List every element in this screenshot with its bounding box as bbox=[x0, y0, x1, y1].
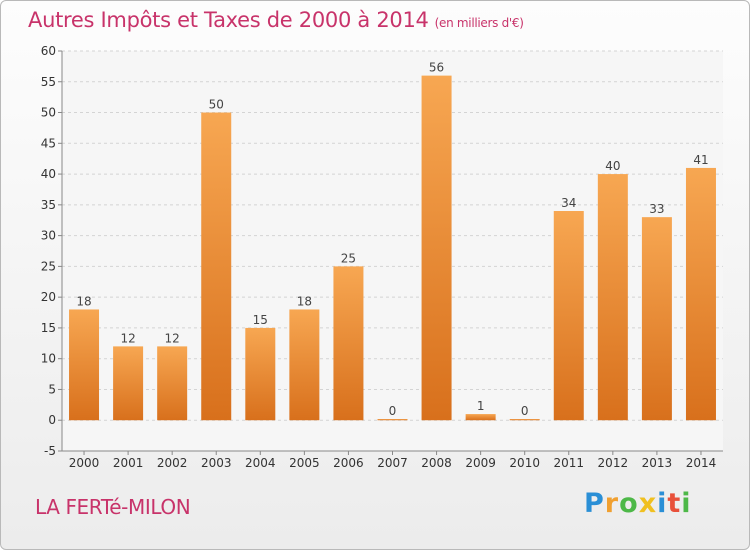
bar bbox=[377, 419, 408, 421]
bar bbox=[641, 217, 672, 421]
y-tick-label: 25 bbox=[41, 259, 56, 273]
y-tick-label: 45 bbox=[41, 136, 56, 150]
chart-unit: (en milliers d'€) bbox=[434, 16, 524, 30]
x-tick-label: 2006 bbox=[333, 456, 364, 470]
bar-value-label: 50 bbox=[209, 98, 224, 112]
bar-value-label: 12 bbox=[165, 331, 180, 345]
x-tick-label: 2011 bbox=[553, 456, 584, 470]
bar-value-label: 25 bbox=[341, 251, 356, 265]
logo-letter: t bbox=[667, 488, 682, 519]
x-tick-label: 2001 bbox=[113, 456, 144, 470]
bar bbox=[157, 346, 188, 421]
bar bbox=[685, 167, 716, 421]
x-tick-label: 2002 bbox=[157, 456, 188, 470]
logo-letter: P bbox=[584, 488, 605, 519]
bar-value-label: 56 bbox=[429, 61, 444, 75]
bar-value-label: 1 bbox=[477, 399, 485, 413]
bar-value-label: 15 bbox=[253, 313, 268, 327]
y-tick-label: 35 bbox=[41, 198, 56, 212]
proxiti-logo: Proxiti bbox=[584, 488, 692, 519]
bar bbox=[553, 211, 584, 421]
logo-letter: i bbox=[657, 488, 668, 519]
x-tick-label: 2014 bbox=[686, 456, 717, 470]
bar-value-label: 0 bbox=[521, 404, 529, 418]
x-tick-label: 2009 bbox=[465, 456, 496, 470]
y-tick-label: 0 bbox=[48, 413, 56, 427]
x-tick-label: 2013 bbox=[642, 456, 673, 470]
commune-name: LA FERTé-MILON bbox=[35, 495, 191, 519]
bar bbox=[333, 266, 364, 421]
bar bbox=[113, 346, 144, 421]
y-tick-label: 15 bbox=[41, 321, 56, 335]
bar-value-label: 33 bbox=[649, 202, 664, 216]
x-tick-label: 2008 bbox=[421, 456, 452, 470]
logo-letter: r bbox=[604, 488, 620, 519]
bar-value-label: 12 bbox=[120, 331, 135, 345]
y-tick-label: 5 bbox=[48, 382, 56, 396]
bar bbox=[201, 112, 232, 421]
bar-value-label: 18 bbox=[297, 294, 312, 308]
x-tick-label: 2007 bbox=[377, 456, 408, 470]
y-tick-label: 20 bbox=[41, 290, 56, 304]
bar bbox=[465, 414, 496, 421]
x-tick-label: 2004 bbox=[245, 456, 276, 470]
x-tick-label: 2000 bbox=[69, 456, 100, 470]
chart-title: Autres Impôts et Taxes de 2000 à 2014 (en… bbox=[28, 8, 524, 32]
y-tick-label: -5 bbox=[44, 444, 56, 458]
bar-value-label: 41 bbox=[693, 153, 708, 167]
x-tick-label: 2010 bbox=[509, 456, 540, 470]
logo-letter: i bbox=[681, 488, 692, 519]
y-tick-label: 60 bbox=[41, 44, 56, 58]
bar-value-label: 40 bbox=[605, 159, 620, 173]
y-tick-label: 10 bbox=[41, 352, 56, 366]
bar bbox=[597, 174, 628, 421]
bar-value-label: 18 bbox=[76, 294, 91, 308]
x-tick-label: 2012 bbox=[598, 456, 629, 470]
y-tick-label: 30 bbox=[41, 229, 56, 243]
bar-value-label: 0 bbox=[389, 404, 397, 418]
x-tick-label: 2005 bbox=[289, 456, 320, 470]
bar bbox=[69, 309, 100, 421]
bar-value-label: 34 bbox=[561, 196, 576, 210]
y-tick-label: 55 bbox=[41, 75, 56, 89]
y-tick-label: 50 bbox=[41, 106, 56, 120]
bar bbox=[421, 75, 452, 421]
x-tick-label: 2003 bbox=[201, 456, 232, 470]
bar bbox=[245, 327, 276, 421]
bar bbox=[509, 419, 540, 421]
y-tick-label: 40 bbox=[41, 167, 56, 181]
logo-letter: o bbox=[619, 488, 639, 519]
logo-letter: x bbox=[638, 488, 658, 519]
bar bbox=[289, 309, 320, 421]
